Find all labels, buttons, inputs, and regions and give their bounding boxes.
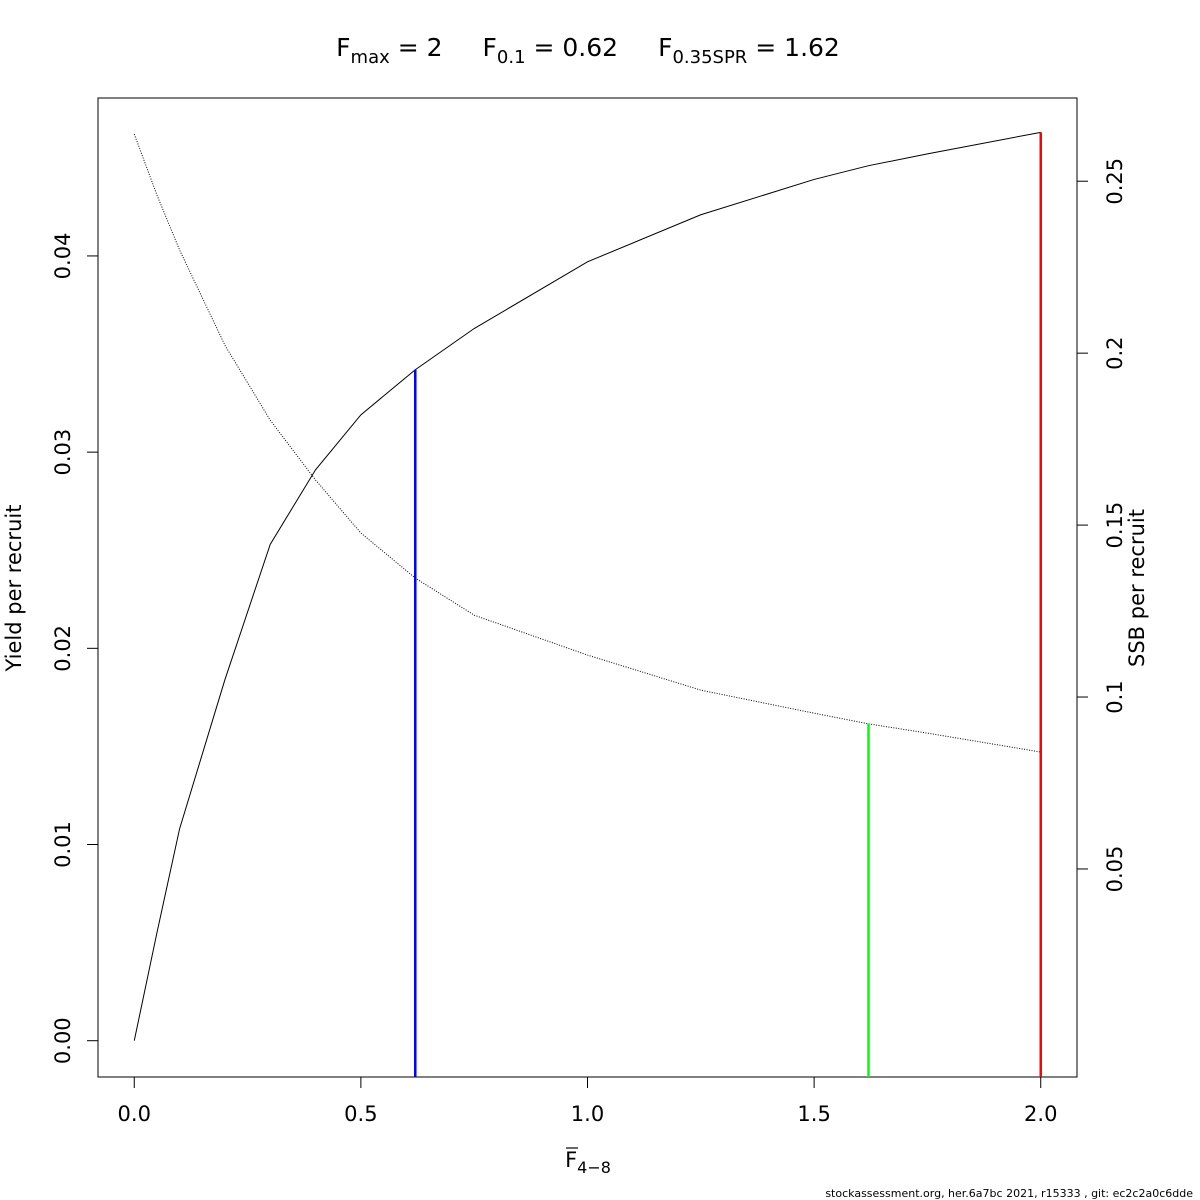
y2-axis-label: SSB per recruit	[1125, 509, 1149, 667]
y2-tick-label: 0.1	[1103, 680, 1127, 713]
title-symbol: F	[336, 33, 350, 62]
y2-tick-label: 0.25	[1103, 158, 1127, 205]
y-axis-label: Yield per recruit	[2, 505, 26, 673]
title-subscript: max	[351, 47, 391, 68]
x-axis-label: F4−8	[565, 1148, 611, 1177]
title-subscript: 0.1	[497, 47, 526, 68]
chart-title: Fmax = 2 F0.1 = 0.62 F0.35SPR = 1.62	[336, 33, 840, 68]
title-value: = 0.62	[526, 33, 619, 62]
y2-tick-label: 0.15	[1103, 502, 1127, 549]
x-tick-label: 0.5	[344, 1102, 377, 1126]
title-value: = 1.62	[747, 33, 840, 62]
title-value: = 2	[390, 33, 443, 62]
y-tick-label: 0.03	[51, 429, 75, 476]
x-tick-label: 1.0	[571, 1102, 604, 1126]
x-tick-label: 1.5	[797, 1102, 830, 1126]
y2-tick-label: 0.05	[1103, 846, 1127, 893]
y-tick-label: 0.02	[51, 625, 75, 672]
series-line	[133, 131, 1041, 1041]
x-tick-label: 2.0	[1024, 1102, 1057, 1126]
y-tick-label: 0.01	[51, 821, 75, 868]
y-tick-label: 0.00	[51, 1017, 75, 1064]
y2-tick-label: 0.2	[1103, 336, 1127, 369]
title-subscript: 0.35SPR	[672, 47, 747, 68]
title-symbol: F	[483, 33, 497, 62]
y-tick-label: 0.04	[51, 233, 75, 280]
footer: stockassessment.org, her.6a7bc 2021, r15…	[825, 1187, 1193, 1200]
x-tick-label: 0.0	[118, 1102, 151, 1126]
x-label-subscript: 4−8	[577, 1158, 611, 1177]
series-line	[133, 133, 1041, 753]
x-label-symbol: F	[565, 1148, 577, 1172]
plot-frame	[97, 97, 1078, 1078]
title-symbol: F	[658, 33, 672, 62]
